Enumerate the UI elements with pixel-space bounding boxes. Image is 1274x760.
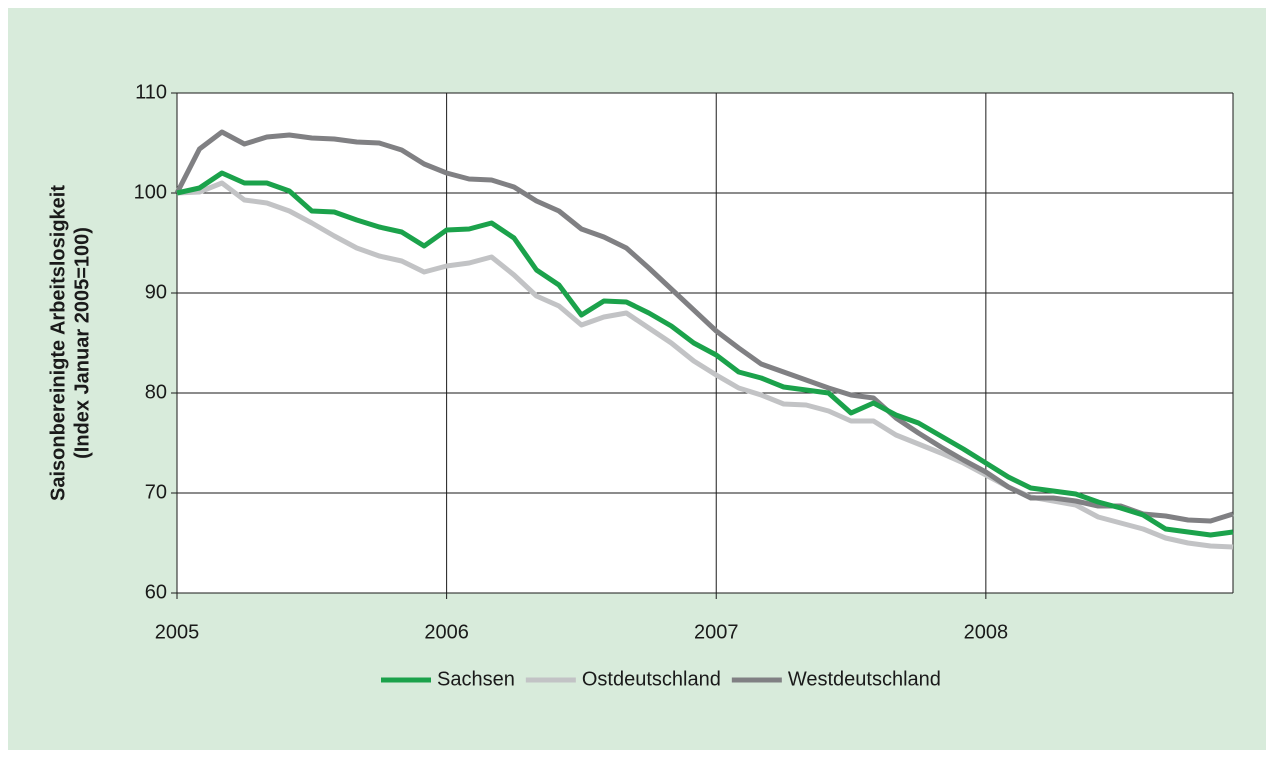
y-axis-title: Saisonbereinigte Arbeitslosigkeit (Index… xyxy=(47,185,93,501)
legend-label: Sachsen xyxy=(437,668,515,690)
y-tick-label: 110 xyxy=(135,81,167,103)
series-line xyxy=(174,129,1234,524)
y-axis-title-line: Saisonbereinigte Arbeitslosigkeit xyxy=(47,185,69,501)
legend-label: Ostdeutschland xyxy=(582,668,721,690)
x-tick-label: 2005 xyxy=(155,621,200,643)
y-tick-label: 60 xyxy=(145,581,167,603)
y-tick-label: 90 xyxy=(145,281,167,303)
x-tick-label: 2006 xyxy=(424,621,469,643)
series-line xyxy=(176,170,1234,538)
y-tick-label: 80 xyxy=(145,381,167,403)
y-tick-label: 100 xyxy=(134,181,167,203)
x-tick-label: 2008 xyxy=(964,621,1009,643)
y-tick-label: 70 xyxy=(145,481,167,503)
legend-label: Westdeutschland xyxy=(788,668,941,690)
x-tick-label: 2007 xyxy=(694,621,739,643)
series-line xyxy=(176,180,1234,550)
y-axis-title-line: (Index Januar 2005=100) xyxy=(71,227,93,459)
plot-area xyxy=(177,93,1233,593)
